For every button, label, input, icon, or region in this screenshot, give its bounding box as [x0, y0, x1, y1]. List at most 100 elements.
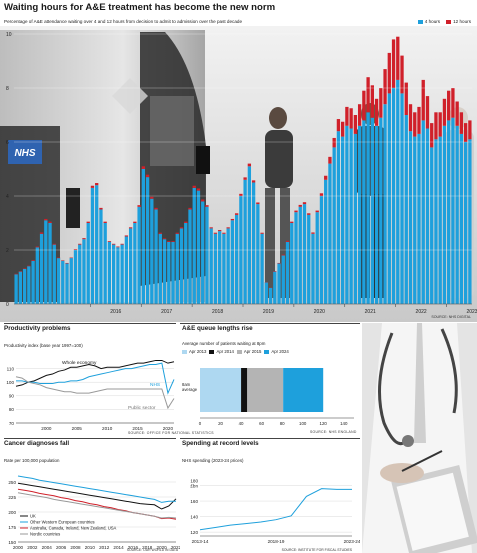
bar-12-hours [332, 137, 336, 148]
x-tick-label: 2016 [110, 309, 121, 315]
bar-4-hours [82, 239, 86, 304]
cancer-legend-label: Nordic countries [30, 532, 60, 537]
bar-4-hours [150, 198, 154, 304]
x-tick-label: 2012 [99, 545, 110, 550]
bar-12-hours [112, 243, 116, 245]
bar-4-hours [268, 287, 273, 304]
x-tick-label: 2017 [161, 309, 172, 315]
bar-4-hours [188, 209, 192, 304]
x-tick-label: 2010 [102, 426, 113, 431]
x-tick-label: 2023 [466, 309, 477, 315]
queue-swatch-2014 [209, 349, 215, 354]
bar-4-hours [201, 201, 205, 304]
queue-legend-item: Apr 2014 [209, 349, 234, 354]
bar-12-hours [56, 257, 61, 259]
bar-4-hours [18, 271, 23, 304]
queue-swatch-2013 [182, 349, 187, 354]
bar-4-hours [383, 104, 387, 304]
spending-chart: 120 140 160 180£bn 2013-14 2018-19 2023-24 SOUR… [190, 478, 360, 552]
bar-4-hours [95, 185, 99, 304]
bar-4-hours [413, 136, 417, 304]
bar-4-hours [434, 139, 438, 304]
bar-4-hours [264, 282, 268, 304]
bar-12-hours [196, 188, 201, 191]
x-tick-label: 140 [340, 421, 348, 426]
bar-4-hours [251, 182, 256, 304]
x-tick-label: 2002 [27, 545, 38, 550]
x-tick-label: 2022 [416, 309, 427, 315]
bar-12-hours [154, 207, 158, 210]
cancer-legend-label: UK [30, 514, 36, 519]
bar-4-hours [48, 223, 52, 304]
x-tick-label: 2020 [163, 426, 174, 431]
y-tick-label: 180 [190, 478, 198, 483]
productivity-subtitle: Productivity index (base year 1997=100) [4, 343, 83, 348]
bar-12-hours [22, 268, 27, 269]
bar-4-hours [341, 136, 345, 304]
x-tick-label: 2018-19 [268, 539, 285, 544]
bar-4-hours [44, 220, 48, 304]
page-title: Waiting hours for A&E treatment has beco… [4, 2, 276, 13]
bar-4-hours [14, 274, 18, 304]
main-source: SOURCE: NHS DIGITAL [431, 315, 471, 319]
bar-12-hours [192, 185, 196, 188]
bar-12-hours [285, 240, 290, 242]
bar-12-hours [145, 174, 150, 178]
bar-4-hours [61, 260, 65, 304]
y-tick-label: 6 [6, 140, 9, 146]
bar-4-hours [65, 263, 69, 304]
bar-4-hours [459, 133, 464, 304]
bar-4-hours [324, 179, 328, 304]
bar-4-hours [438, 136, 442, 304]
queue-bar-segment [241, 368, 248, 412]
bar-12-hours [124, 235, 129, 237]
bar-12-hours [243, 177, 247, 180]
bar-12-hours [61, 260, 65, 261]
bar-4-hours [311, 233, 315, 304]
series-line [17, 475, 176, 503]
x-tick-label: 2004 [42, 545, 53, 550]
x-tick-label: 2000 [41, 426, 52, 431]
bar-12-hours [442, 98, 447, 126]
bar-4-hours [124, 236, 129, 304]
annotation-whole-economy: Whole economy [62, 360, 97, 366]
bar-12-hours [400, 55, 404, 94]
bar-12-hours [239, 193, 243, 196]
queue-subtitle: Average number of patients waiting at 8p… [182, 341, 266, 346]
y-tick-label: 4 [6, 194, 9, 200]
bar-12-hours [387, 52, 391, 94]
bar-12-hours [167, 241, 171, 242]
annotation-nhs: NHS [150, 382, 160, 388]
bar-4-hours [137, 206, 141, 304]
bar-4-hours [336, 131, 341, 304]
bar-12-hours [438, 112, 442, 137]
bar-4-hours [370, 117, 374, 304]
legend-label-4h: 4 hours [424, 19, 441, 24]
divider [4, 323, 176, 324]
cancer-legend-label: Australia, Canada, Ireland, New Zealand,… [30, 526, 117, 531]
bar-12-hours [44, 218, 48, 221]
bar-4-hours [205, 206, 209, 304]
bar-4-hours [387, 93, 391, 305]
bar-4-hours [230, 220, 235, 304]
bar-4-hours [421, 120, 425, 305]
bar-12-hours [103, 221, 107, 223]
x-tick-label: 100 [299, 421, 307, 426]
bar-4-hours [455, 125, 459, 304]
bar-4-hours [463, 142, 468, 304]
bar-12-hours [69, 257, 73, 259]
bar-12-hours [218, 230, 222, 232]
productivity-title: Productivity problems [4, 325, 71, 332]
bar-12-hours [222, 232, 226, 234]
main-chart: NHS 0 2 4 6 8 10 2016 2017 2018 2019 2020 2021 2022 2… [0, 26, 477, 322]
bar-12-hours [408, 104, 413, 132]
series-line [17, 482, 177, 510]
x-tick-label: 2018 [142, 545, 153, 550]
bar-12-hours [349, 108, 353, 129]
bar-4-hours [179, 228, 184, 304]
bar-12-hours [86, 221, 90, 223]
productivity-source: SOURCE: OFFICE FOR NATIONAL STATISTICS [128, 431, 214, 435]
bar-4-hours [209, 228, 213, 304]
x-tick-label: 2020 [157, 545, 168, 550]
legend-item-4h: 4 hours [417, 19, 441, 24]
